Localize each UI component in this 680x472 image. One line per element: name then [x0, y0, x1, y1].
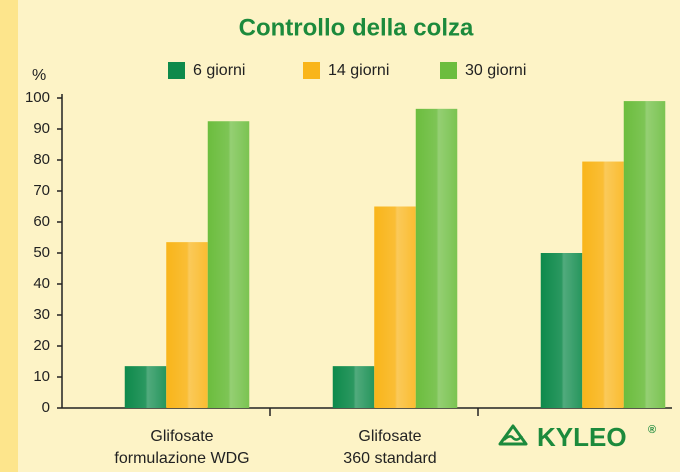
x-tick-label: Glifosate [150, 428, 213, 445]
legend-label: 30 giorni [465, 62, 526, 79]
logo-wave [503, 435, 523, 441]
legend-swatch [168, 62, 185, 79]
legend-swatch [303, 62, 320, 79]
chart-title: Controllo della colza [239, 14, 474, 41]
x-tick-label: Glifosate [358, 428, 421, 445]
logo: KYLEO ® [498, 422, 656, 452]
legend-swatch [440, 62, 457, 79]
y-tick-label: 100 [25, 89, 50, 106]
y-tick-label: 50 [33, 244, 50, 261]
y-tick-label: 0 [42, 399, 50, 416]
logo-mark: ® [648, 424, 656, 436]
y-tick-label: 40 [33, 275, 50, 292]
bar-sheen [374, 206, 416, 408]
y-tick-label: 70 [33, 182, 50, 199]
bar-sheen [623, 101, 666, 408]
bar-sheen [166, 242, 208, 408]
y-tick-label: 90 [33, 120, 50, 137]
y-axis-label: % [32, 67, 46, 84]
logo-text: KYLEO [537, 422, 627, 452]
bar-sheen [124, 366, 167, 408]
logo-icon [498, 424, 528, 446]
bar-sheen [582, 161, 624, 408]
bar-sheen [207, 121, 250, 408]
bar-sheen [540, 253, 583, 408]
y-tick-label: 80 [33, 151, 50, 168]
legend-label: 6 giorni [193, 62, 245, 79]
bar-sheen [332, 366, 375, 408]
x-tick-label: formulazione WDG [114, 450, 249, 467]
side-strip [0, 0, 18, 472]
y-tick-label: 20 [33, 337, 50, 354]
legend-label: 14 giorni [328, 62, 389, 79]
y-tick-label: 60 [33, 213, 50, 230]
x-tick-label: 360 standard [343, 450, 436, 467]
y-tick-label: 30 [33, 306, 50, 323]
bar-sheen [415, 108, 458, 408]
y-tick-label: 10 [33, 368, 50, 385]
